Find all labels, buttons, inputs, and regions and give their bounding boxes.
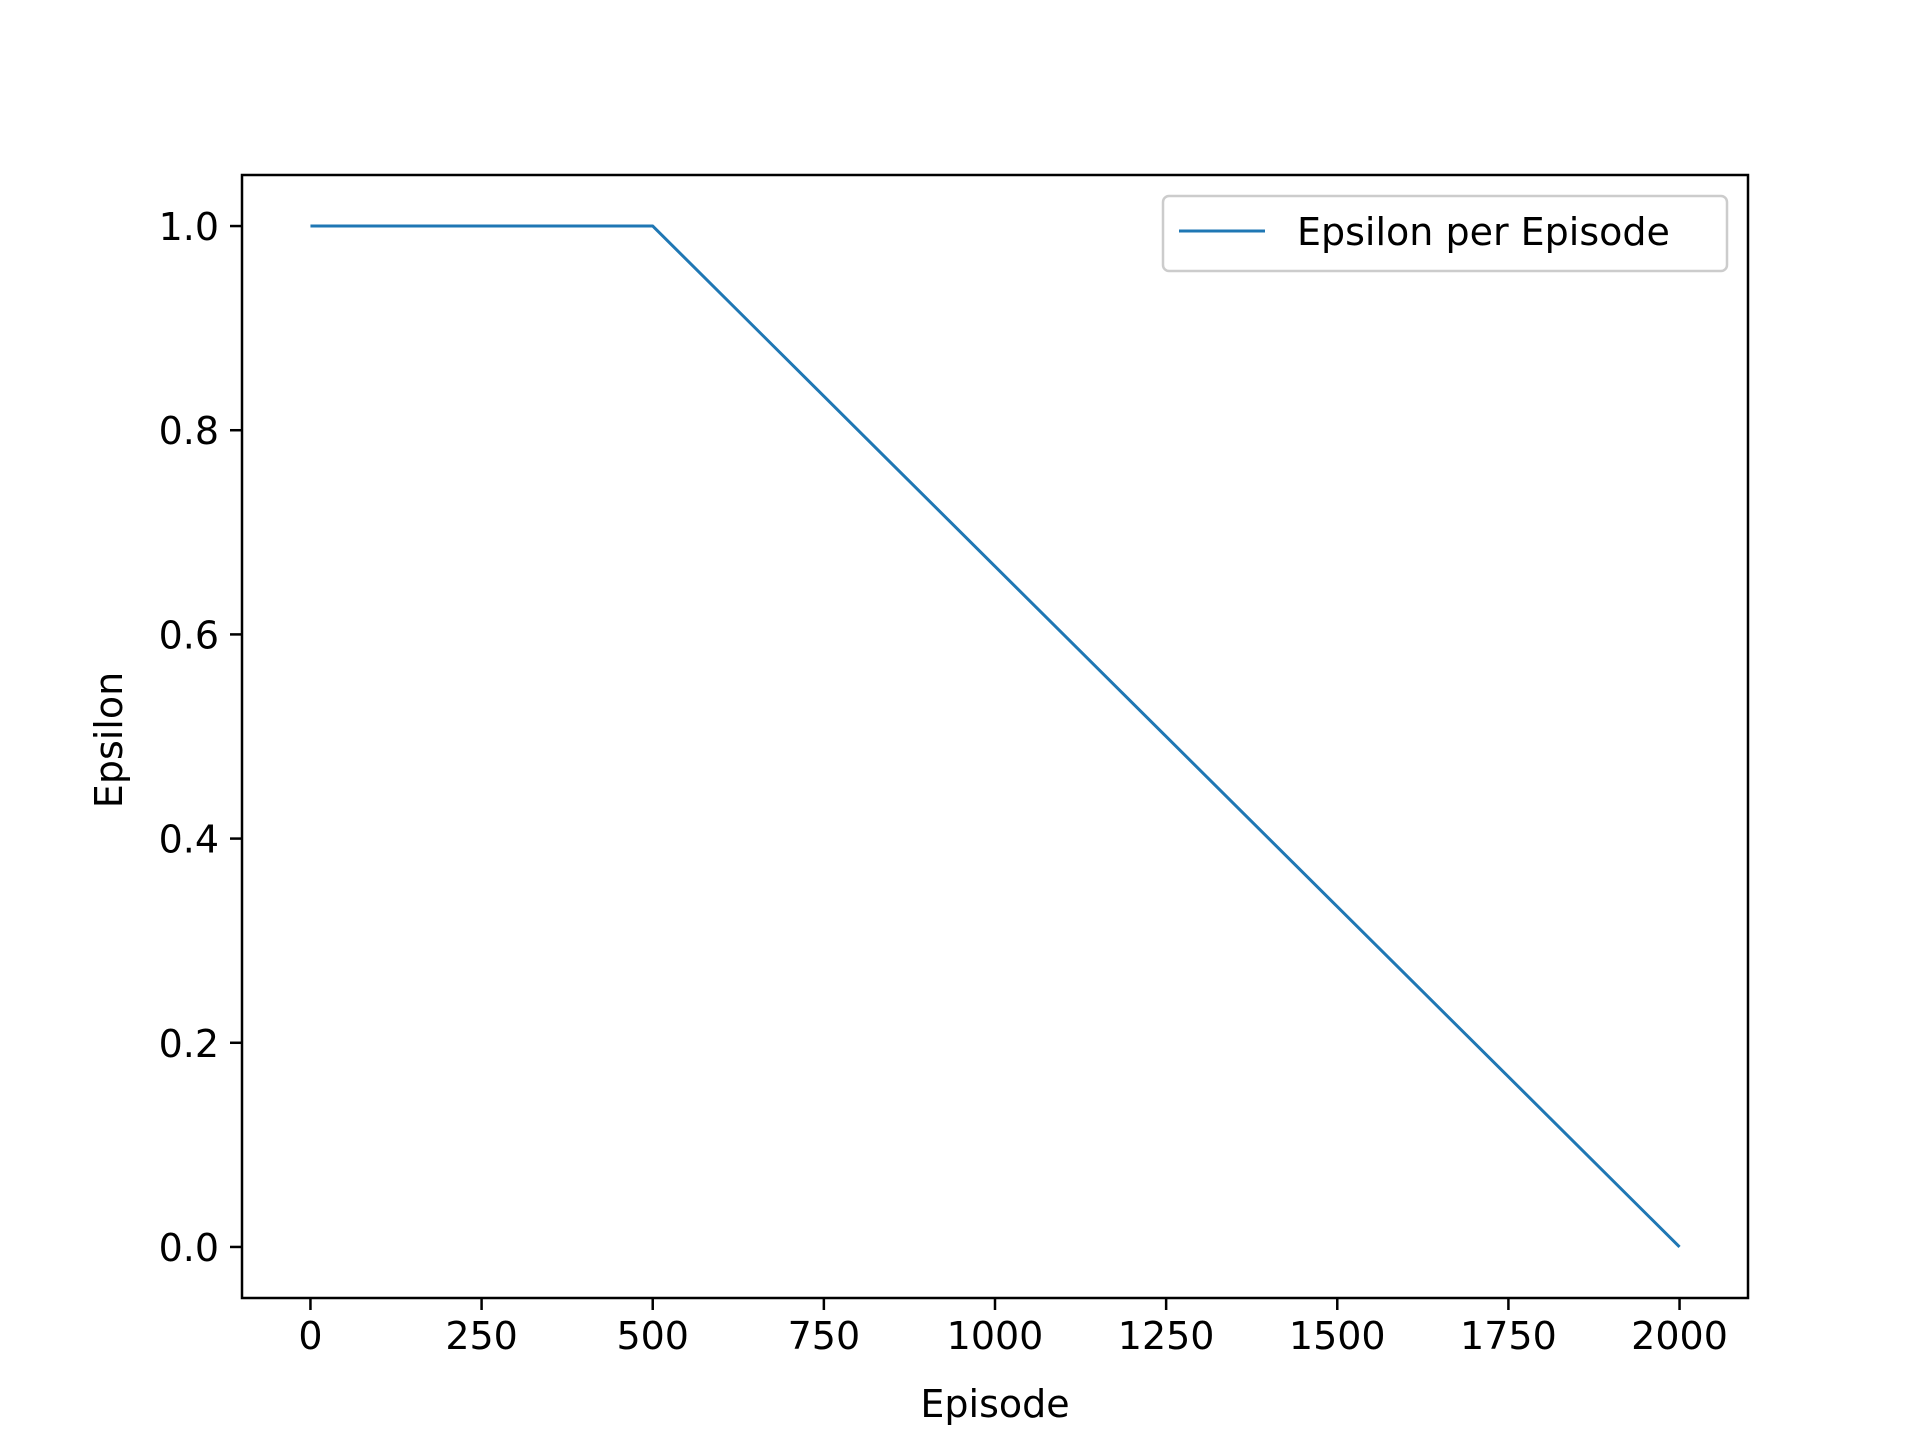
x-tick-label: 0 <box>298 1314 322 1358</box>
x-tick-label: 2000 <box>1631 1314 1728 1358</box>
x-tick-label: 750 <box>788 1314 861 1358</box>
legend: Epsilon per Episode <box>1161 194 1729 273</box>
x-tick-label: 1250 <box>1118 1314 1215 1358</box>
x-axis-label: Episode <box>920 1382 1069 1426</box>
legend-label-epsilon: Epsilon per Episode <box>1297 210 1670 254</box>
y-axis-ticks: 0.0 0.2 0.4 0.6 0.8 1.0 <box>159 205 242 1270</box>
x-tick-label: 250 <box>445 1314 518 1358</box>
x-tick-label: 1000 <box>947 1314 1044 1358</box>
x-tick-label: 1500 <box>1289 1314 1386 1358</box>
y-tick-label: 1.0 <box>159 205 219 249</box>
y-axis-label: Epsilon <box>87 672 131 808</box>
x-tick-label: 1750 <box>1460 1314 1557 1358</box>
series-line-0 <box>310 224 1681 1249</box>
series-layer <box>310 224 1681 1249</box>
y-tick-label: 0.8 <box>159 409 219 453</box>
x-axis-ticks: 0 250 500 750 1000 1250 1500 1750 2000 <box>298 1298 1728 1358</box>
y-tick-label: 0.2 <box>159 1022 219 1066</box>
x-tick-label: 500 <box>616 1314 689 1358</box>
y-tick-label: 0.0 <box>159 1226 219 1270</box>
y-tick-label: 0.6 <box>159 613 219 657</box>
y-tick-label: 0.4 <box>159 818 219 862</box>
legend-box <box>1161 194 1729 273</box>
